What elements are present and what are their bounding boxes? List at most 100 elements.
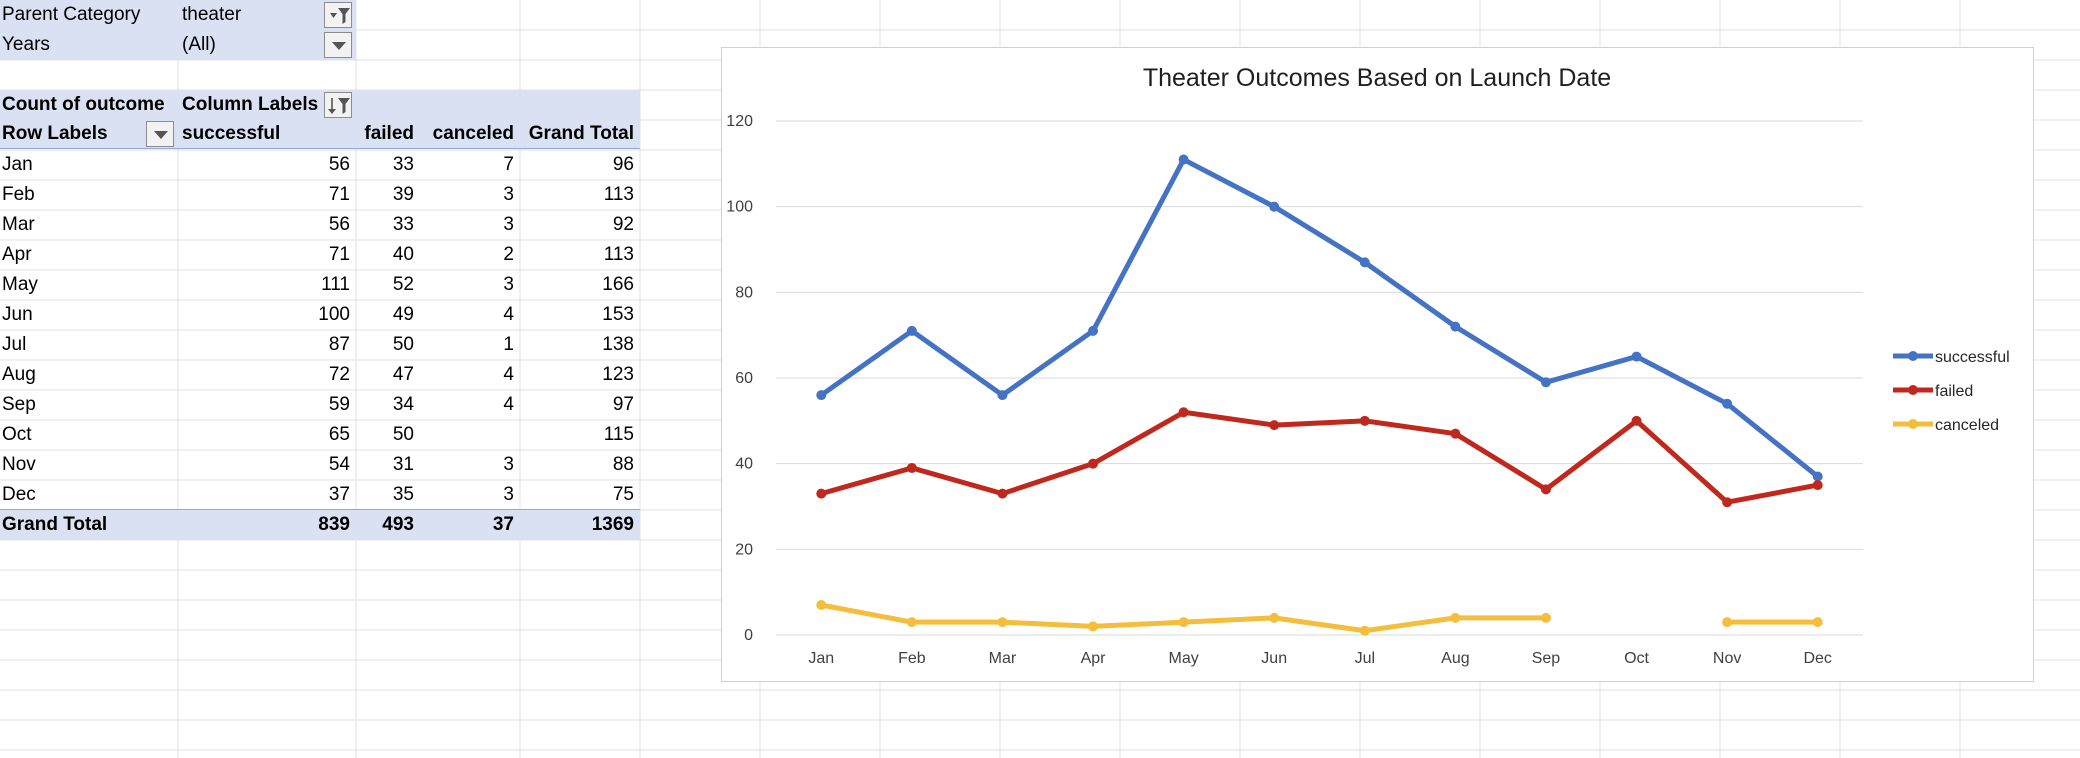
data-point-failed <box>1269 420 1280 431</box>
cell-nov-grand-total: 88 <box>612 454 634 475</box>
cell-apr-grand-total: 113 <box>603 244 634 265</box>
cell-sep-grand-total: 97 <box>612 394 634 415</box>
y-tick-label: 100 <box>726 199 753 216</box>
row-label-may: May <box>2 274 38 295</box>
data-point-failed <box>1450 428 1461 439</box>
cell-sep-successful: 59 <box>328 394 350 415</box>
cell-mar-grand-total: 92 <box>612 214 634 235</box>
header-divider <box>0 148 640 149</box>
cell-apr-failed: 40 <box>392 244 414 265</box>
cell-aug-grand-total: 123 <box>602 364 634 385</box>
data-point-successful <box>1450 321 1461 332</box>
chart-title: Theater Outcomes Based on Launch Date <box>1143 64 1611 92</box>
legend-label-canceled: canceled <box>1935 417 1999 434</box>
x-tick-label: Jun <box>1261 650 1287 667</box>
row-labels-filter-button[interactable] <box>146 121 174 147</box>
cell-jun-successful: 100 <box>318 304 350 325</box>
data-point-canceled <box>1540 612 1551 623</box>
cell-feb-failed: 39 <box>392 184 414 205</box>
filter-dropdown-parent-category[interactable] <box>324 2 352 28</box>
cell-oct-failed: 50 <box>392 424 414 445</box>
cell-jul-canceled: 1 <box>503 334 514 355</box>
x-tick-label: Jan <box>808 650 834 667</box>
filter-dropdown-years[interactable] <box>324 32 352 58</box>
cell-jun-failed: 49 <box>392 304 414 325</box>
line-chart: Theater Outcomes Based on Launch Date 0 2… <box>726 64 2010 667</box>
cell-nov-successful: 54 <box>328 454 350 475</box>
data-point-failed <box>1722 497 1733 508</box>
cell-feb-successful: 71 <box>328 184 350 205</box>
legend-label-successful: successful <box>1935 349 2010 366</box>
cell-aug-successful: 72 <box>328 364 350 385</box>
y-tick-label: 20 <box>735 541 753 558</box>
cell-may-successful: 111 <box>321 274 350 295</box>
sort-filter-icon <box>328 98 350 114</box>
data-point-canceled <box>1178 617 1189 628</box>
y-tick-label: 60 <box>735 370 753 387</box>
legend-label-failed: failed <box>1935 383 1973 400</box>
pivot-row-labels: Row Labels <box>2 123 108 144</box>
cell-nov-canceled: 3 <box>503 454 514 475</box>
row-label-nov: Nov <box>2 454 36 475</box>
cell-dec-canceled: 3 <box>503 484 514 505</box>
x-tick-label: Sep <box>1532 650 1561 667</box>
chart-area[interactable] <box>721 47 2034 682</box>
y-tick-label: 0 <box>744 627 753 644</box>
cell-mar-canceled: 3 <box>503 214 514 235</box>
cell-feb-grand-total: 113 <box>603 184 634 205</box>
data-point-successful <box>816 390 827 401</box>
data-point-failed <box>816 488 827 499</box>
x-tick-label: Oct <box>1624 650 1649 667</box>
header-canceled: canceled <box>432 123 514 144</box>
data-point-successful <box>1722 398 1733 409</box>
chevron-down-icon <box>154 131 168 139</box>
filter-label-years: Years <box>2 34 50 55</box>
cell-jul-grand-total: 138 <box>602 334 634 355</box>
cell-dec-successful: 37 <box>328 484 350 505</box>
legend-marker-canceled <box>1908 419 1918 429</box>
cell-jun-grand-total: 153 <box>602 304 634 325</box>
series-line-successful <box>818 157 1821 480</box>
header-grand-total: Grand Total <box>528 123 634 144</box>
column-labels-filter-button[interactable] <box>324 92 352 118</box>
filter-value-parent-category: theater <box>182 4 242 25</box>
cell-dec-failed: 35 <box>392 484 414 505</box>
x-tick-label: Mar <box>989 650 1017 667</box>
row-label-apr: Apr <box>2 244 32 265</box>
x-tick-label: May <box>1169 650 1199 667</box>
grand-total-failed: 493 <box>382 514 414 535</box>
row-label-feb: Feb <box>2 184 35 205</box>
data-point-successful <box>1540 377 1551 388</box>
data-point-canceled <box>1722 617 1733 628</box>
grand-total-canceled: 37 <box>492 514 514 535</box>
cell-jun-canceled: 4 <box>503 304 514 325</box>
row-label-dec: Dec <box>2 484 36 505</box>
filter-value-years: (All) <box>182 34 216 55</box>
cell-apr-canceled: 2 <box>503 244 514 265</box>
cell-may-failed: 52 <box>392 274 414 295</box>
header-failed: failed <box>364 123 414 144</box>
cell-jan-grand-total: 96 <box>612 154 634 175</box>
data-point-successful <box>997 390 1008 401</box>
cell-oct-successful: 65 <box>328 424 350 445</box>
pivot-column-labels: Column Labels <box>182 94 319 115</box>
cell-jul-successful: 87 <box>328 334 350 355</box>
data-point-failed <box>1631 415 1642 426</box>
data-point-failed <box>906 462 917 473</box>
cell-sep-canceled: 4 <box>503 394 514 415</box>
x-tick-label: Apr <box>1081 650 1107 667</box>
data-point-canceled <box>906 617 917 628</box>
cell-mar-successful: 56 <box>328 214 350 235</box>
grand-total-label: Grand Total <box>2 514 108 535</box>
series-line-failed <box>818 409 1821 505</box>
cell-may-grand-total: 166 <box>602 274 634 295</box>
row-label-jan: Jan <box>2 154 33 175</box>
data-point-canceled <box>1088 621 1099 632</box>
cell-oct-canceled <box>420 420 520 450</box>
grand-total-successful: 839 <box>318 514 350 535</box>
data-point-failed <box>1088 458 1099 469</box>
cell-jul-failed: 50 <box>392 334 414 355</box>
cell-sep-failed: 34 <box>392 394 414 415</box>
cell-dec-grand-total: 75 <box>612 484 634 505</box>
filter-funnel-icon <box>330 8 350 24</box>
